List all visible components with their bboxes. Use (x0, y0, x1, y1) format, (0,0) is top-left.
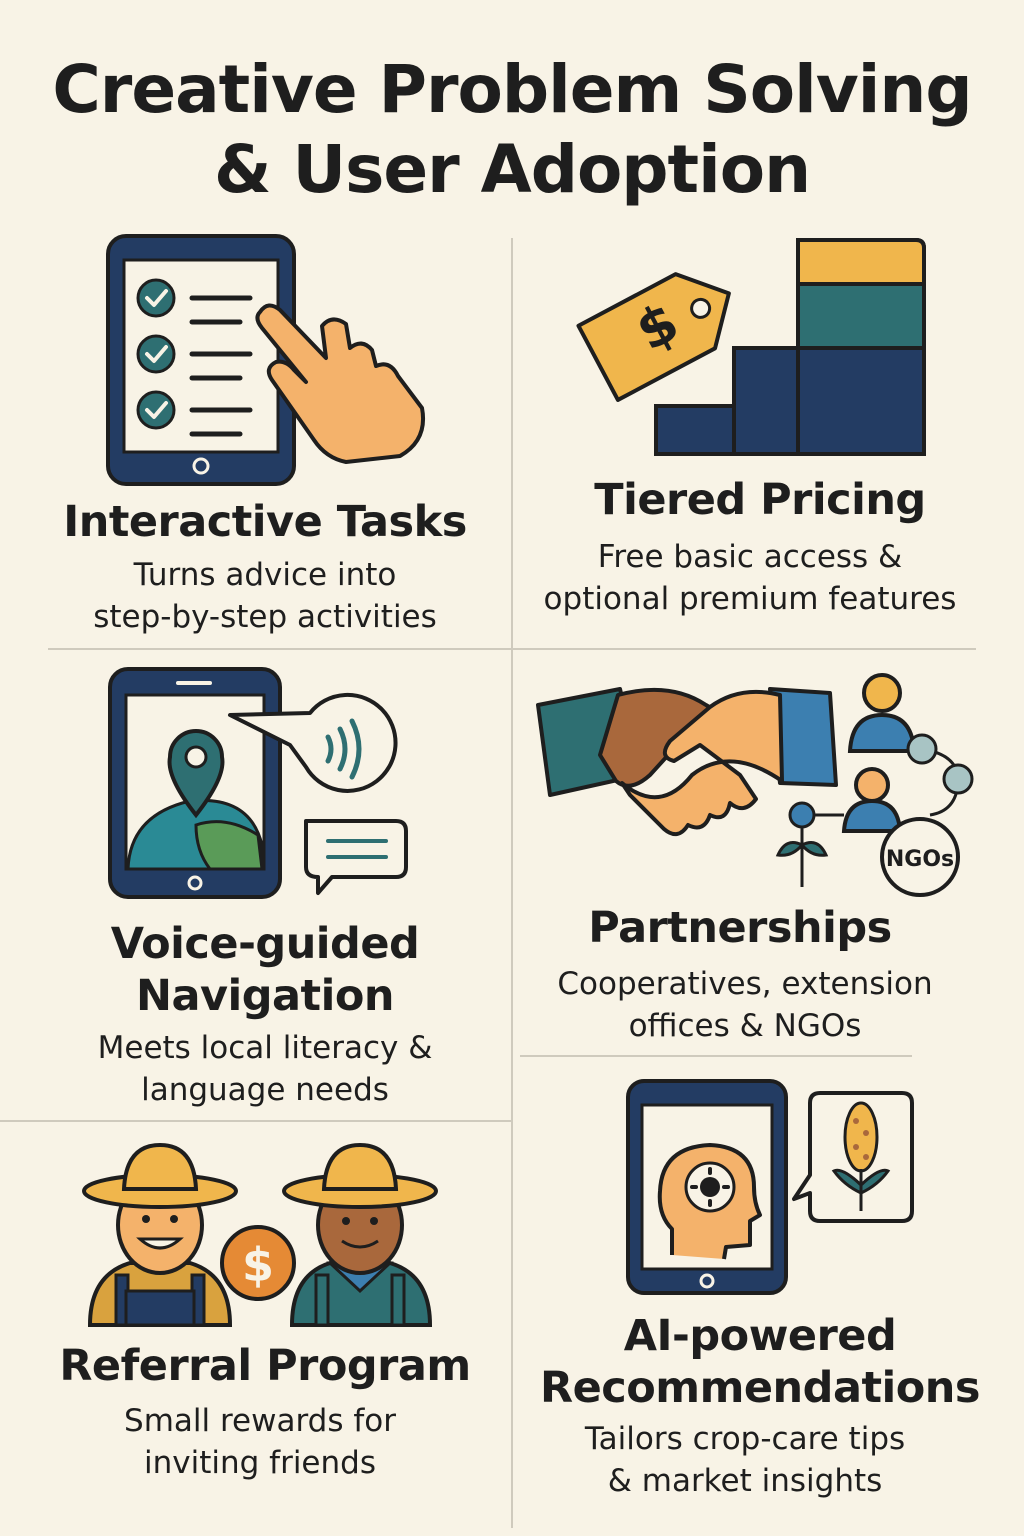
voice-navigation-heading-line-1: Voice-guided (110, 919, 420, 969)
tiered-pricing-desc-line-1: Free basic access & (597, 539, 903, 575)
tablet-map-voice-icon (108, 667, 408, 899)
ai-recommendations-description: Tailors crop-care tips & market insights (500, 1418, 990, 1502)
interactive-tasks-desc-line-2: step-by-step activities (93, 599, 437, 635)
ai-recommendations-desc-line-2: & market insights (607, 1463, 883, 1499)
referral-program-desc-line-1: Small rewards for (124, 1403, 396, 1439)
tiered-pricing-desc-line-2: optional premium features (543, 581, 957, 617)
ai-recommendations-heading: AI-powered Recommendations (515, 1310, 1005, 1414)
title-line-1: Creative Problem Solving (52, 51, 972, 128)
ai-recommendations-heading-line-2: Recommendations (539, 1363, 981, 1413)
page-title: Creative Problem Solving & User Adoption (0, 50, 1024, 210)
ai-recommendations-heading-line-1: AI-powered (623, 1311, 897, 1361)
horizontal-divider-1 (48, 648, 976, 650)
handshake-network-icon: NGOs (536, 673, 974, 897)
tiered-pricing-description: Free basic access & optional premium fea… (515, 536, 985, 620)
referral-program-heading: Referral Program (59, 1341, 471, 1391)
farmers-reward-icon: $ (82, 1142, 438, 1327)
voice-navigation-description: Meets local literacy & language needs (20, 1027, 510, 1111)
referral-program-description: Small rewards for inviting friends (20, 1400, 500, 1484)
interactive-tasks-heading: Interactive Tasks (63, 497, 467, 547)
voice-navigation-heading: Voice-guided Navigation (20, 918, 510, 1022)
tablet-checklist-tap-icon (106, 234, 425, 486)
partnerships-description: Cooperatives, extension offices & NGOs (500, 963, 990, 1047)
interactive-tasks-desc-line-1: Turns advice into (133, 557, 397, 593)
ngos-badge-text: NGOs (886, 847, 954, 872)
price-tag-stairs-icon: $ (576, 238, 926, 456)
ai-recommendations-desc-line-1: Tailors crop-care tips (584, 1421, 906, 1457)
partnerships-desc-line-1: Cooperatives, extension (557, 966, 933, 1002)
partnerships-desc-line-2: offices & NGOs (628, 1008, 862, 1044)
tablet-ai-corn-icon (626, 1079, 914, 1295)
tiered-pricing-heading: Tiered Pricing (594, 475, 926, 525)
voice-navigation-desc-line-1: Meets local literacy & (97, 1030, 433, 1066)
horizontal-divider-3 (520, 1055, 912, 1057)
horizontal-divider-2 (0, 1120, 511, 1122)
reward-coin-dollar: $ (242, 1238, 274, 1292)
voice-navigation-heading-line-2: Navigation (135, 971, 395, 1021)
interactive-tasks-description: Turns advice into step-by-step activitie… (20, 554, 510, 638)
voice-navigation-desc-line-2: language needs (141, 1072, 389, 1108)
referral-program-desc-line-2: inviting friends (144, 1445, 376, 1481)
title-line-2: & User Adoption (213, 131, 811, 208)
partnerships-heading: Partnerships (588, 903, 892, 953)
vertical-divider (511, 238, 513, 1528)
